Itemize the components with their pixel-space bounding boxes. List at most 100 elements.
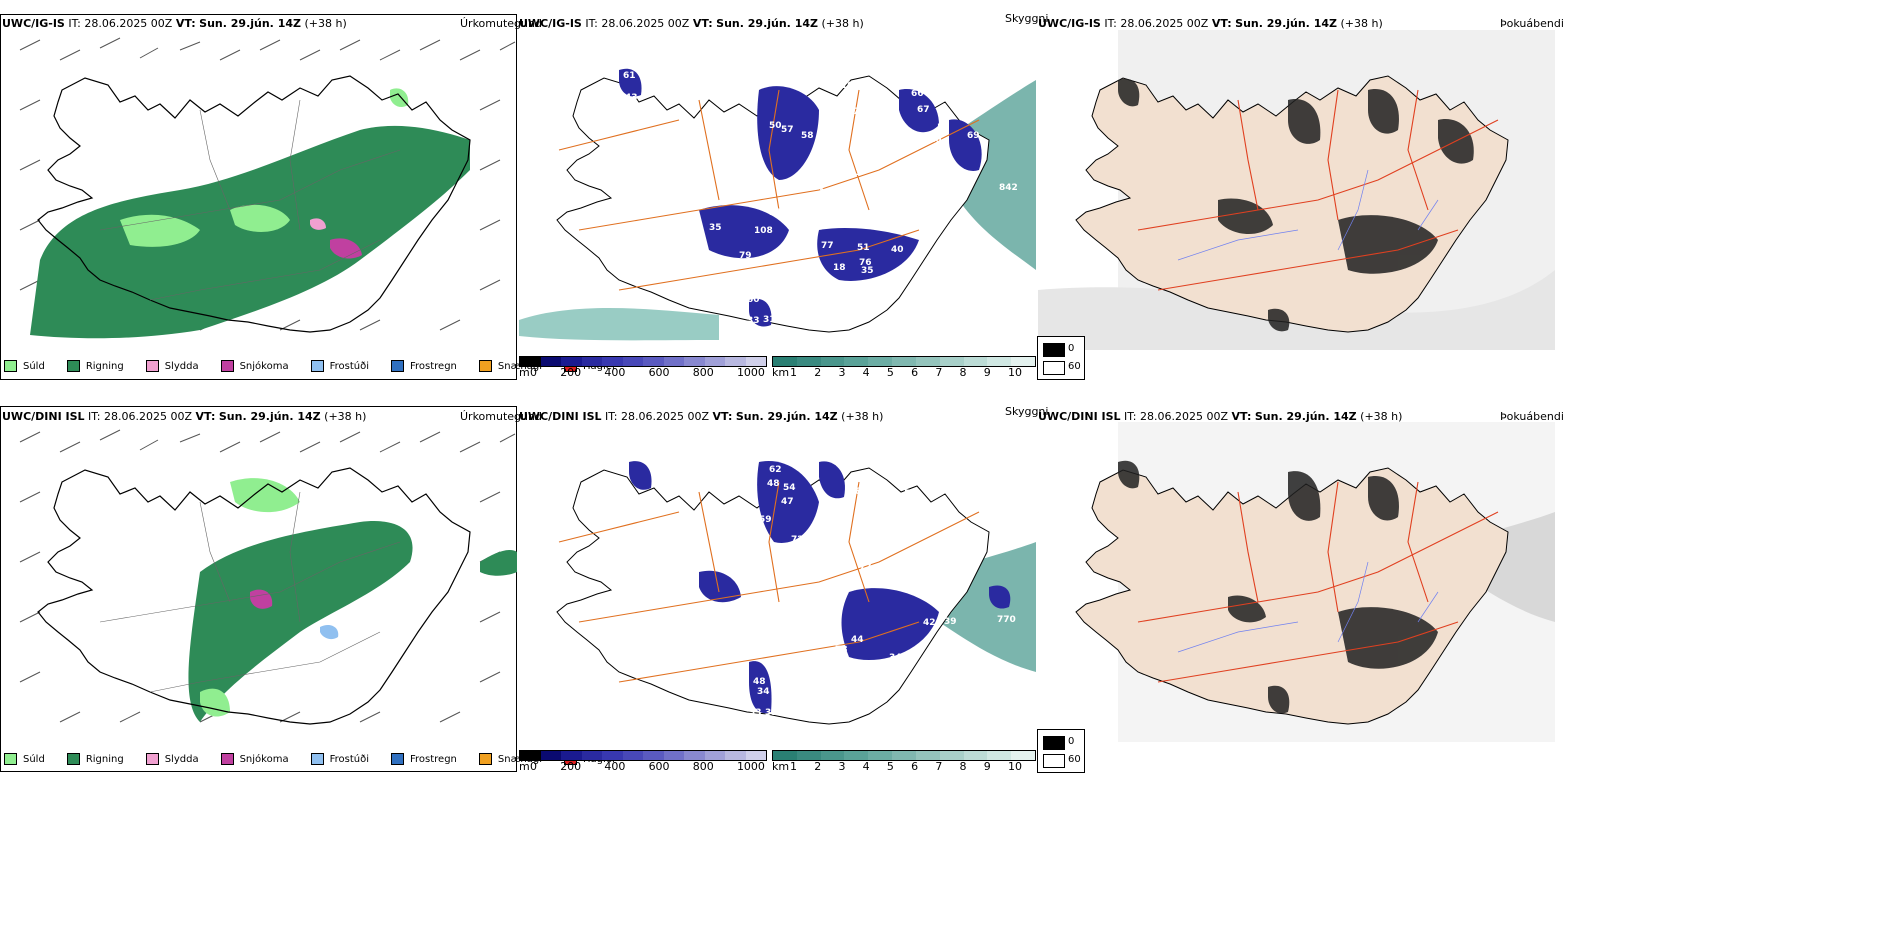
legend-item: Snjókoma <box>220 753 289 765</box>
cloud-base-value: 10 <box>841 81 854 91</box>
cloud-base-value: 27 <box>869 281 882 291</box>
legend-item: Slydda <box>145 753 199 765</box>
swatch <box>145 360 159 372</box>
legend-item: Súld <box>4 360 45 372</box>
colorbar-tick: 6 <box>911 366 919 379</box>
fog-title-bottom: UWC/DINI ISL IT: 28.06.2025 00Z VT: Sun.… <box>1038 410 1403 423</box>
colorbar-tick: 600 <box>648 760 670 773</box>
dark-swatch <box>1043 736 1065 750</box>
cloud-base-value: 69 <box>831 218 844 228</box>
fog-label-top: Þokuábendi <box>1500 17 1564 30</box>
fog-title-top: UWC/IG-IS IT: 28.06.2025 00Z VT: Sun. 29… <box>1038 17 1383 30</box>
rivers <box>1177 561 1439 653</box>
colorbar-tick: 7 <box>935 760 943 773</box>
height-unit-bottom: m <box>519 760 530 773</box>
swatch <box>478 360 492 372</box>
cloud-base-value: 72 <box>791 535 804 545</box>
colorbar-tick: 200 <box>560 760 582 773</box>
roads <box>99 491 401 693</box>
cloud-base-value: 149 <box>781 563 800 573</box>
colorbar-tick: 1 <box>790 366 797 379</box>
it-label: IT: <box>68 17 81 30</box>
swatch <box>4 360 17 372</box>
dark-swatch <box>1043 343 1065 357</box>
colorbar-tick: 1000 <box>736 760 765 773</box>
colorbar-segment <box>663 751 684 760</box>
cloud-base-value: 98 <box>863 487 876 497</box>
cloud-base-label-top: Skyggni <box>1005 12 1049 25</box>
precip-areas <box>30 88 470 339</box>
cloud-base-value: 53 <box>741 583 754 593</box>
colorbar-tick: 9 <box>983 760 991 773</box>
colorbar-tick: 10 <box>1007 366 1022 379</box>
cloud-base-value: 33 <box>747 316 760 326</box>
light-swatch <box>1043 361 1065 375</box>
colorbar-segment <box>581 357 602 366</box>
colorbar-segment <box>745 357 766 366</box>
cloud-base-value: 40 <box>891 245 904 255</box>
cloud-base-value: 77 <box>821 241 834 251</box>
colorbar-segment <box>561 357 582 366</box>
cloud-base-value: 20 <box>759 173 772 183</box>
cloud-base-value: 62 <box>769 465 782 475</box>
cloud-base-value: 68 <box>849 487 862 497</box>
model-name: UWC/IG-IS <box>2 17 65 30</box>
colorbar-segment <box>963 751 988 760</box>
cloud-base-value: 27 <box>871 665 884 675</box>
fog-legend-top: 0 60 <box>1037 336 1085 380</box>
cloud-base-value: 10 <box>929 135 942 145</box>
vis-colorbar-bottom <box>772 750 1036 761</box>
colorbar-segment <box>987 357 1012 366</box>
colorbar-tick: 1000 <box>736 366 765 379</box>
colorbar-tick: 1 <box>790 760 797 773</box>
colorbar-tick: 3 <box>838 366 846 379</box>
cloud-base-value: 35 <box>709 223 722 233</box>
colorbar-segment <box>622 751 643 760</box>
roads <box>558 89 980 291</box>
colorbar-segment <box>773 751 797 760</box>
colorbar-segment <box>773 357 797 366</box>
colorbar-tick: 5 <box>886 760 894 773</box>
model-name: UWC/IG-IS <box>519 17 582 30</box>
colorbar-segment <box>820 751 845 760</box>
legend-item: Slydda <box>145 360 199 372</box>
roads <box>1137 481 1499 683</box>
cloud-base-value: 10 <box>819 535 832 545</box>
colorbar-tick: 6 <box>911 760 919 773</box>
height-colorbar-bottom <box>519 750 767 761</box>
colorbar-segment <box>868 751 893 760</box>
light-swatch <box>1043 754 1065 768</box>
colorbar-segment <box>1011 357 1035 366</box>
cloud-base-value: 47 <box>781 497 794 507</box>
colorbar-tick: 8 <box>959 366 967 379</box>
colorbar-segment <box>540 357 561 366</box>
colorbar-segment <box>963 357 988 366</box>
colorbar-tick: 400 <box>604 366 626 379</box>
cloud-base-areas <box>619 68 982 327</box>
precip-type-label-bottom: Úrkomutegund <box>460 410 542 423</box>
fog-dark-areas <box>1118 460 1438 714</box>
colorbar-segment <box>868 357 893 366</box>
precip-areas <box>188 478 517 722</box>
precip-map-top <box>19 37 516 339</box>
colorbar-tick: 600 <box>648 366 670 379</box>
colorbar-segment <box>844 357 869 366</box>
wind-barbs <box>19 429 516 723</box>
legend-item: Frostúði <box>310 753 369 765</box>
roads <box>99 99 401 301</box>
colorbar-tick: 0 <box>530 760 537 773</box>
colorbar-segment <box>520 751 541 760</box>
colorbar-tick: 0 <box>530 366 537 379</box>
cloud-base-value: 51 <box>857 243 870 253</box>
colorbar-segment <box>725 751 746 760</box>
cloud-base-value: 50 <box>769 121 782 131</box>
colorbar-segment <box>892 751 916 760</box>
vis-unit-top: km <box>772 366 790 379</box>
cloud-base-value: 48 <box>753 677 766 687</box>
cloud-base-value: 33 <box>749 708 762 718</box>
cloud-base-value: 86 <box>739 623 752 633</box>
colorbar-tick: 8 <box>959 760 967 773</box>
rivers <box>1177 169 1439 261</box>
colorbar-segment <box>796 357 821 366</box>
